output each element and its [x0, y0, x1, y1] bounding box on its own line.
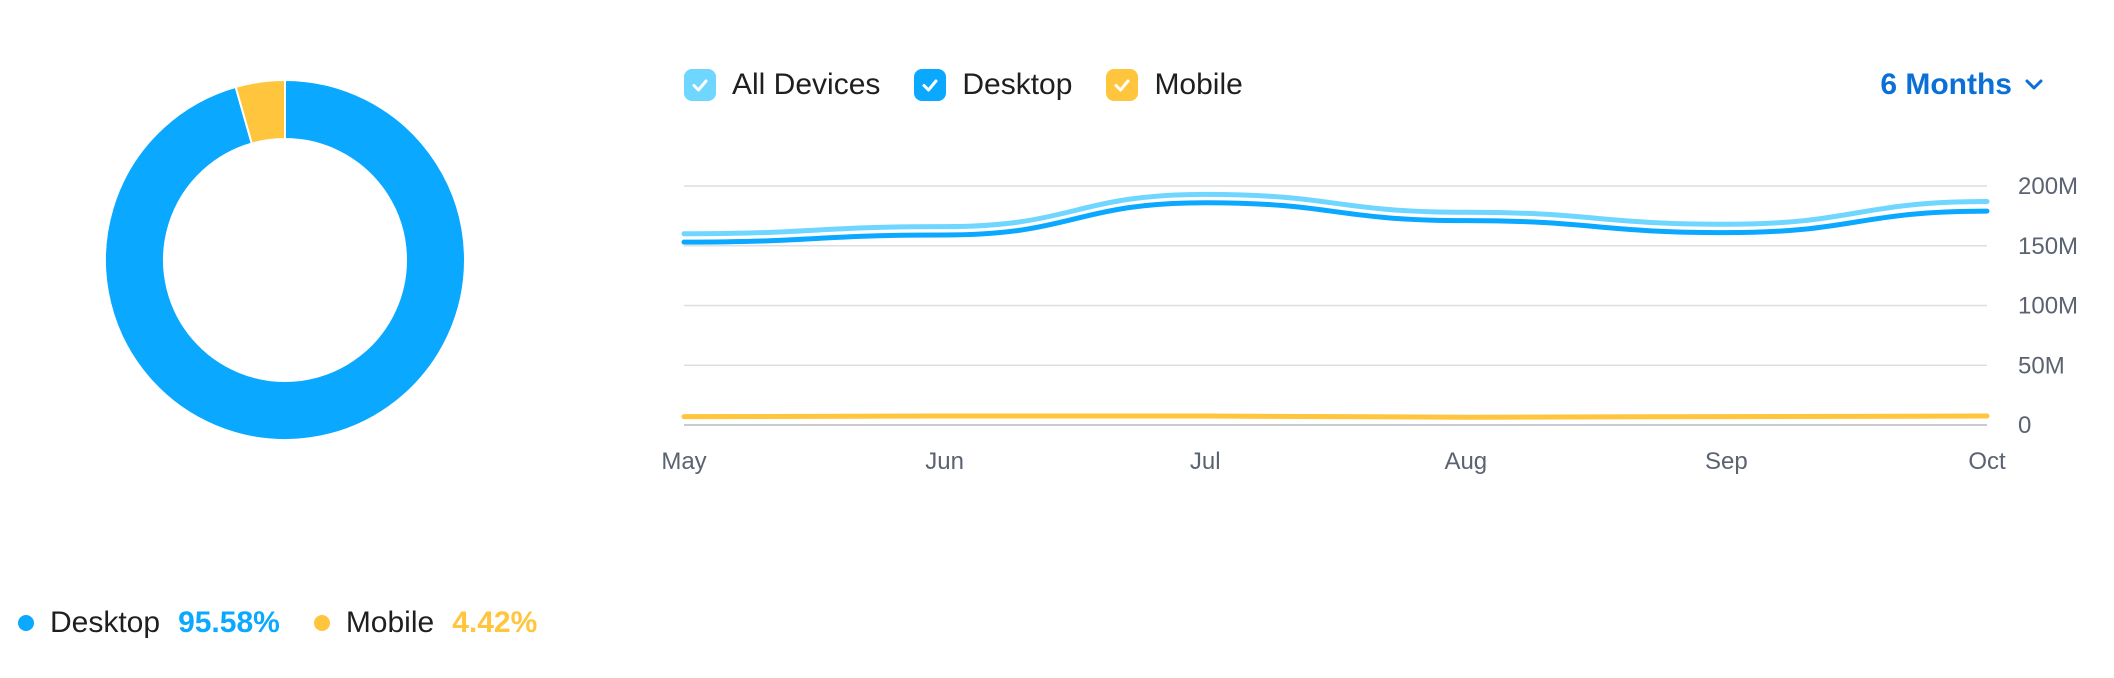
- chevron-down-icon: [2025, 79, 2043, 90]
- toggle-label-all-devices: All Devices: [732, 68, 881, 101]
- y-tick-label: 0: [2018, 412, 2031, 439]
- all-devices-checkbox[interactable]: [684, 69, 716, 101]
- x-tick-label: Oct: [1968, 448, 2006, 475]
- legend-label-mobile: Mobile: [345, 606, 435, 639]
- check-icon: [922, 79, 938, 92]
- toggle-all-devices[interactable]: All Devices: [684, 68, 880, 102]
- donut-slice-mobile[interactable]: [234, 78, 286, 145]
- check-icon: [1114, 79, 1130, 92]
- y-tick-label: 150M: [2018, 233, 2078, 260]
- x-tick-label: Jun: [925, 448, 964, 475]
- legend-value-mobile: 4.42%: [452, 606, 538, 639]
- period-dropdown[interactable]: 6 Months: [1880, 68, 2044, 102]
- toggle-mobile[interactable]: Mobile: [1106, 68, 1243, 102]
- y-tick-label: 100M: [2018, 293, 2078, 320]
- toggle-label-desktop: Desktop: [962, 68, 1073, 101]
- toggle-desktop[interactable]: Desktop: [914, 68, 1072, 102]
- toggle-label-mobile: Mobile: [1154, 68, 1243, 101]
- y-tick-label: 50M: [2018, 352, 2065, 379]
- desktop-checkbox[interactable]: [914, 69, 947, 101]
- check-icon: [692, 79, 708, 92]
- x-tick-label: Sep: [1705, 448, 1748, 475]
- x-tick-label: Jul: [1190, 448, 1221, 475]
- series-line-all-devices[interactable]: [681, 191, 1990, 237]
- device-share-donut-chart: [104, 78, 466, 441]
- legend-label-desktop: Desktop: [50, 606, 161, 639]
- donut-slice-desktop[interactable]: [104, 78, 466, 441]
- desktop-dot-icon: [18, 615, 34, 631]
- legend-value-desktop: 95.58%: [178, 606, 280, 639]
- device-share-legend: Desktop 95.58% Mobile 4.42%: [18, 606, 571, 640]
- series-line-desktop[interactable]: [681, 200, 1990, 245]
- series-line-mobile[interactable]: [681, 413, 1990, 420]
- x-tick-label: Aug: [1444, 448, 1487, 475]
- legend-item-mobile: Mobile 4.42%: [313, 606, 538, 640]
- series-toggle-group: All Devices Desktop Mobile: [684, 68, 1277, 102]
- legend-item-desktop: Desktop 95.58%: [18, 606, 280, 640]
- x-tick-label: May: [661, 448, 706, 475]
- mobile-checkbox[interactable]: [1106, 69, 1139, 101]
- y-tick-label: 200M: [2018, 173, 2078, 200]
- period-label: 6 Months: [1880, 68, 2012, 101]
- mobile-dot-icon: [313, 615, 330, 631]
